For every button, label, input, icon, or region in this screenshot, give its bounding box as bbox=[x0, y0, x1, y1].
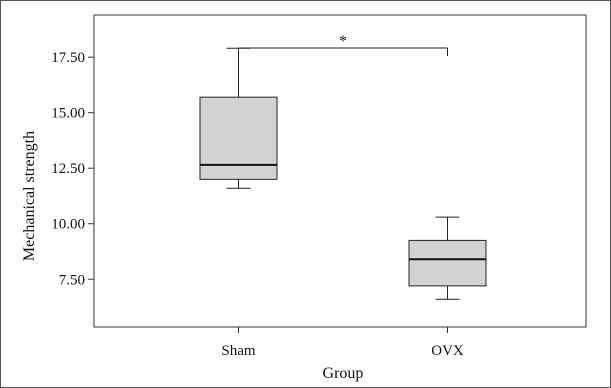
y-tick-label: 17.50 bbox=[51, 50, 85, 66]
plot-area bbox=[93, 14, 587, 328]
y-tick-label: 15.00 bbox=[51, 106, 85, 122]
x-tick-label: OVX bbox=[431, 343, 464, 359]
x-tick-label: Sham bbox=[221, 343, 256, 359]
box-sham bbox=[199, 96, 278, 180]
box-ovx bbox=[408, 239, 487, 287]
y-tick-label: 10.00 bbox=[51, 217, 85, 233]
x-axis-label: Group bbox=[323, 365, 364, 382]
y-axis-label: Mechanical strength bbox=[21, 131, 38, 261]
y-tick-label: 12.50 bbox=[51, 161, 85, 177]
significance-marker: * bbox=[339, 33, 347, 50]
y-tick-label: 7.50 bbox=[59, 272, 85, 288]
